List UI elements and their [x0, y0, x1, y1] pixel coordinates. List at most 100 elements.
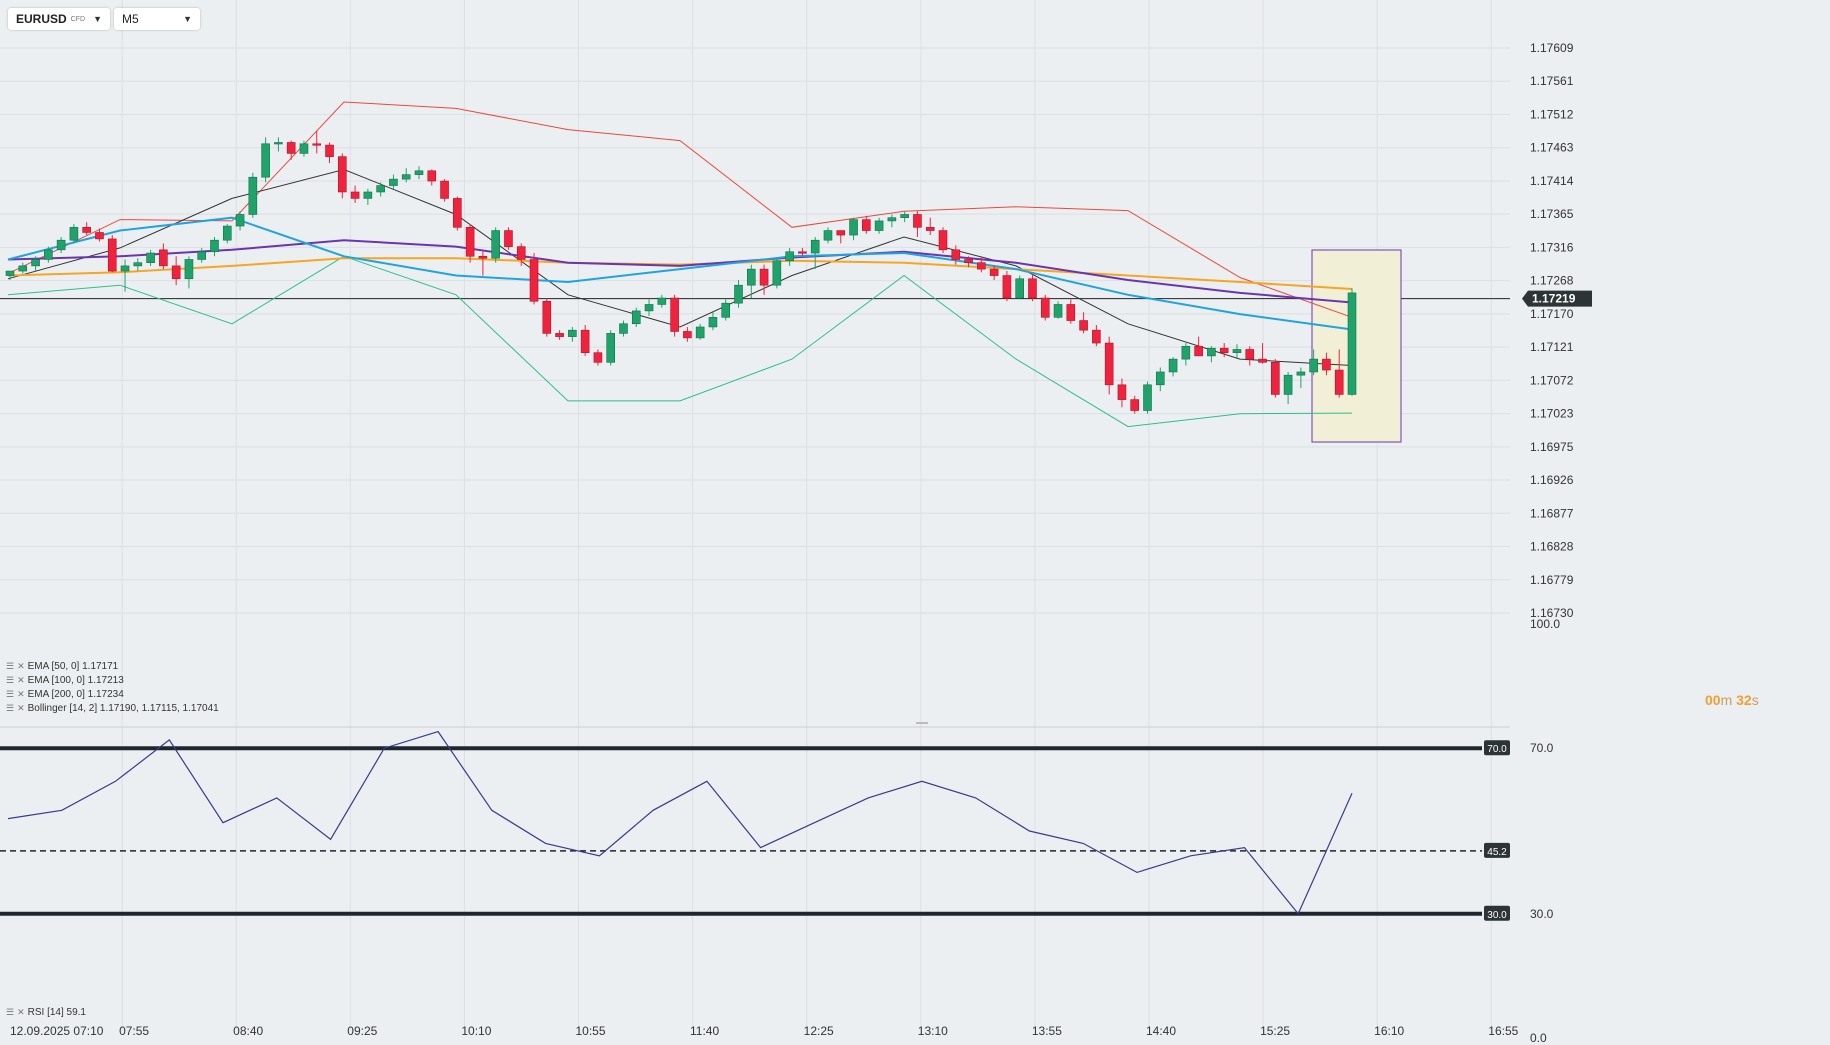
candle-bullish[interactable]	[146, 252, 155, 263]
candle-bearish[interactable]	[516, 246, 526, 260]
time-axis[interactable]: 12.09.2025 07:10 07:55 08:40 09:25 10:10 10:5…	[10, 1024, 1519, 1038]
candle-bearish[interactable]	[1079, 320, 1088, 331]
pane-resize-handle[interactable]	[916, 722, 928, 724]
candle-bullish[interactable]	[414, 170, 424, 175]
candle-bearish[interactable]	[1066, 304, 1076, 321]
symbol-selector[interactable]: EURUSD CFD ▼	[8, 8, 110, 30]
candle-bullish[interactable]	[900, 214, 909, 218]
candle-bullish[interactable]	[849, 219, 858, 236]
candle-bullish[interactable]	[708, 317, 718, 328]
candle-bearish[interactable]	[1040, 297, 1050, 318]
timeframe-selector[interactable]: M5 ▼	[113, 8, 200, 30]
candle-bullish[interactable]	[56, 239, 66, 251]
candle-bullish[interactable]	[248, 176, 258, 215]
candle-bullish[interactable]	[619, 323, 628, 334]
candle-bullish[interactable]	[785, 251, 794, 262]
candle-bullish[interactable]	[1181, 345, 1191, 360]
close-icon[interactable]: ✕	[17, 675, 25, 685]
candle-bearish[interactable]	[670, 297, 679, 332]
candle-bullish[interactable]	[1053, 304, 1063, 318]
candle-bullish[interactable]	[874, 220, 884, 231]
settings-icon[interactable]: ☰	[6, 1007, 15, 1017]
candle-bullish[interactable]	[721, 302, 731, 318]
candle-bullish[interactable]	[772, 260, 782, 286]
settings-icon[interactable]: ☰	[6, 703, 15, 713]
candle-bullish[interactable]	[734, 284, 743, 304]
candle-bullish[interactable]	[184, 259, 194, 280]
candle-bearish[interactable]	[171, 265, 181, 280]
candle-bullish[interactable]	[644, 304, 654, 312]
candle-bearish[interactable]	[338, 156, 347, 193]
indicator-legend-ema50[interactable]: ☰ ✕ EMA [50, 0] 1.17171	[6, 661, 118, 672]
candle-bearish[interactable]	[1322, 358, 1331, 371]
candle-bearish[interactable]	[1258, 358, 1267, 363]
candle-bearish[interactable]	[1104, 342, 1114, 386]
settings-icon[interactable]: ☰	[6, 661, 15, 671]
candle-bearish[interactable]	[440, 180, 449, 199]
candle-bullish[interactable]	[261, 143, 270, 178]
candle-bearish[interactable]	[925, 227, 935, 231]
candle-bearish[interactable]	[1130, 399, 1140, 411]
candle-bearish[interactable]	[453, 198, 462, 228]
candle-bearish[interactable]	[555, 333, 564, 337]
candle-bearish[interactable]	[465, 227, 475, 257]
candle-bearish[interactable]	[159, 249, 168, 267]
candle-bearish[interactable]	[913, 214, 922, 228]
candle-bearish[interactable]	[964, 259, 973, 263]
candle-bullish[interactable]	[1232, 349, 1242, 353]
candle-bearish[interactable]	[1334, 369, 1344, 395]
candle-bullish[interactable]	[69, 227, 79, 241]
candle-bearish[interactable]	[1117, 384, 1127, 400]
candle-bullish[interactable]	[363, 191, 373, 199]
candle-bullish[interactable]	[1168, 358, 1178, 373]
candle-bearish[interactable]	[989, 268, 999, 276]
candle-bullish[interactable]	[491, 230, 500, 259]
candle-bullish[interactable]	[1347, 292, 1357, 395]
candle-bullish[interactable]	[1015, 278, 1024, 299]
candle-bullish[interactable]	[1283, 374, 1293, 395]
candle-bearish[interactable]	[542, 300, 552, 334]
candle-bullish[interactable]	[133, 262, 143, 267]
candle-bullish[interactable]	[746, 268, 756, 286]
candle-bearish[interactable]	[427, 170, 437, 182]
candle-bearish[interactable]	[759, 268, 769, 286]
price-axis[interactable]: 1.17609 1.17561 1.17512 1.17463 1.17414 1.173…	[1522, 41, 1592, 620]
candle-bullish[interactable]	[606, 333, 616, 363]
candle-bullish[interactable]	[657, 297, 667, 305]
candle-bearish[interactable]	[938, 230, 948, 251]
candle-bearish[interactable]	[977, 262, 986, 270]
candle-bullish[interactable]	[1309, 358, 1318, 373]
candle-bullish[interactable]	[631, 310, 641, 325]
candle-bullish[interactable]	[389, 178, 398, 186]
candle-bearish[interactable]	[107, 238, 117, 272]
candle-bullish[interactable]	[120, 265, 130, 272]
candle-bullish[interactable]	[1296, 371, 1306, 376]
candle-bearish[interactable]	[504, 230, 513, 247]
candle-bearish[interactable]	[1002, 275, 1012, 299]
candle-bearish[interactable]	[862, 219, 871, 231]
candle-bullish[interactable]	[376, 185, 385, 193]
candle-bullish[interactable]	[18, 265, 28, 272]
candle-bearish[interactable]	[478, 255, 488, 259]
candle-bullish[interactable]	[887, 217, 897, 222]
candle-bullish[interactable]	[810, 239, 820, 254]
candle-bullish[interactable]	[31, 259, 40, 267]
candle-bearish[interactable]	[1194, 345, 1203, 357]
candle-bearish[interactable]	[95, 232, 104, 240]
candle-bearish[interactable]	[529, 259, 539, 302]
candle-bearish[interactable]	[350, 191, 360, 199]
candle-bearish[interactable]	[1219, 347, 1229, 353]
settings-icon[interactable]: ☰	[6, 689, 15, 699]
candle-bearish[interactable]	[593, 352, 603, 363]
indicator-legend-rsi[interactable]: ☰ ✕ RSI [14] 59.1	[6, 1007, 86, 1018]
indicator-legend-ema100[interactable]: ☰ ✕ EMA [100, 0] 1.17213	[6, 675, 124, 686]
close-icon[interactable]: ✕	[17, 661, 25, 671]
candle-bearish[interactable]	[312, 143, 322, 146]
candle-bullish[interactable]	[1143, 384, 1152, 411]
close-icon[interactable]: ✕	[17, 703, 25, 713]
candle-bullish[interactable]	[568, 329, 577, 337]
candle-bullish[interactable]	[695, 326, 705, 339]
candle-bullish[interactable]	[5, 270, 15, 276]
candle-bearish[interactable]	[1245, 349, 1255, 360]
